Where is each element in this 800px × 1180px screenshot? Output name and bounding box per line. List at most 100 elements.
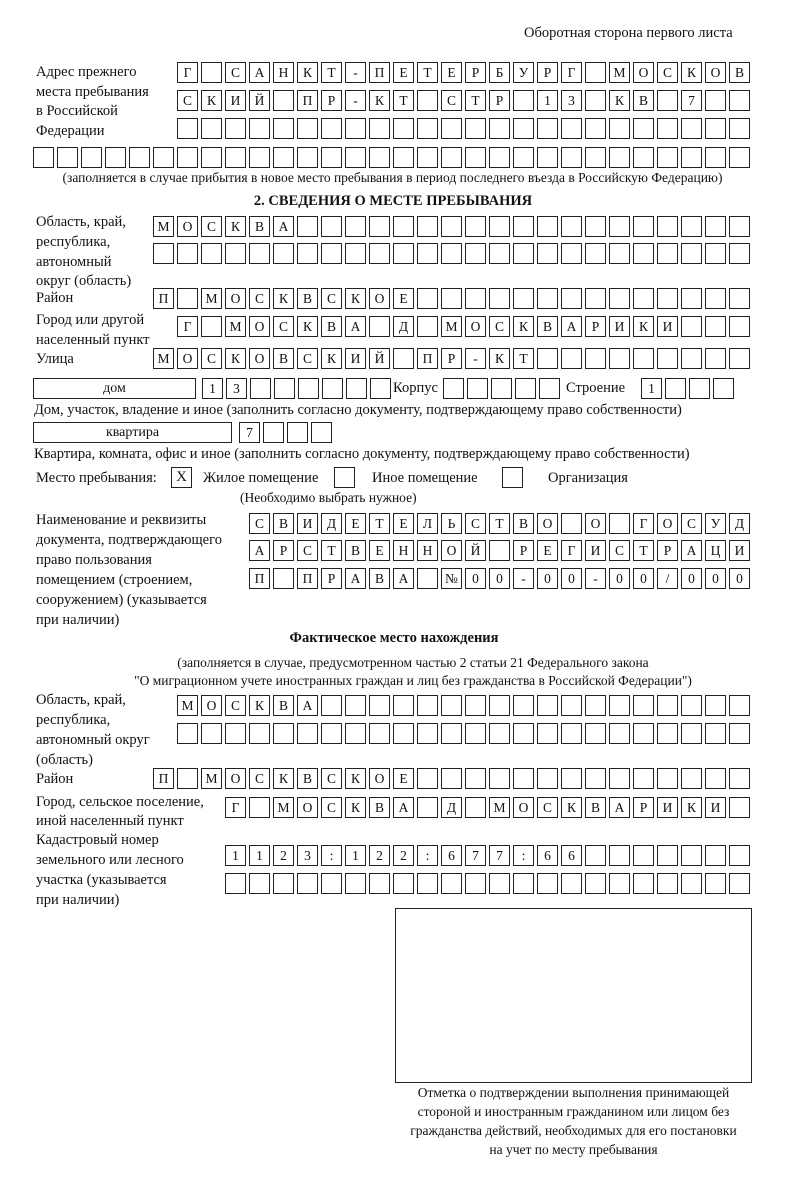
letter-cell[interactable]: М: [201, 288, 222, 309]
letter-cell[interactable]: К: [345, 288, 366, 309]
letter-cell[interactable]: [489, 873, 510, 894]
document-row-3[interactable]: П П Р А В А № 0 0-0 0-0 0/0 0 0: [249, 568, 750, 589]
letter-cell[interactable]: В: [369, 568, 390, 589]
letter-cell[interactable]: М: [201, 768, 222, 789]
letter-cell[interactable]: Т: [489, 513, 510, 534]
letter-cell[interactable]: Е: [393, 62, 414, 83]
letter-cell[interactable]: [729, 348, 750, 369]
letter-cell[interactable]: [515, 378, 536, 399]
letter-cell[interactable]: Г: [177, 62, 198, 83]
letter-cell[interactable]: Е: [393, 768, 414, 789]
letter-cell[interactable]: [129, 147, 150, 168]
letter-cell[interactable]: -: [345, 62, 366, 83]
letter-cell[interactable]: К: [321, 348, 342, 369]
letter-cell[interactable]: [633, 873, 654, 894]
letter-cell[interactable]: [633, 243, 654, 264]
letter-cell[interactable]: [633, 768, 654, 789]
letter-cell[interactable]: [369, 147, 390, 168]
letter-cell[interactable]: А: [393, 797, 414, 818]
letter-cell[interactable]: /: [657, 568, 678, 589]
letter-cell[interactable]: М: [489, 797, 510, 818]
letter-cell[interactable]: О: [633, 62, 654, 83]
letter-cell[interactable]: [153, 243, 174, 264]
letter-cell[interactable]: Р: [585, 316, 606, 337]
letter-cell[interactable]: [561, 288, 582, 309]
letter-cell[interactable]: [274, 378, 295, 399]
letter-cell[interactable]: [369, 695, 390, 716]
letter-cell[interactable]: Д: [393, 316, 414, 337]
letter-cell[interactable]: [345, 243, 366, 264]
letter-cell[interactable]: [561, 118, 582, 139]
letter-cell[interactable]: [81, 147, 102, 168]
letter-cell[interactable]: К: [297, 62, 318, 83]
letter-cell[interactable]: [537, 723, 558, 744]
letter-cell[interactable]: [417, 243, 438, 264]
letter-cell[interactable]: [633, 118, 654, 139]
letter-cell[interactable]: И: [297, 513, 318, 534]
letter-cell[interactable]: [609, 118, 630, 139]
letter-cell[interactable]: [33, 147, 54, 168]
letter-cell[interactable]: [441, 147, 462, 168]
letter-cell[interactable]: [657, 90, 678, 111]
letter-cell[interactable]: М: [177, 695, 198, 716]
letter-cell[interactable]: [657, 288, 678, 309]
letter-cell[interactable]: Е: [393, 513, 414, 534]
letter-cell[interactable]: [225, 873, 246, 894]
letter-cell[interactable]: Р: [273, 540, 294, 561]
letter-cell[interactable]: [225, 118, 246, 139]
letter-cell[interactable]: С: [249, 768, 270, 789]
letter-cell[interactable]: [249, 723, 270, 744]
letter-cell[interactable]: Т: [369, 513, 390, 534]
letter-cell[interactable]: [681, 873, 702, 894]
letter-cell[interactable]: Д: [321, 513, 342, 534]
letter-cell[interactable]: [705, 216, 726, 237]
letter-cell[interactable]: 1: [225, 845, 246, 866]
region-row-2[interactable]: [153, 243, 750, 264]
letter-cell[interactable]: [657, 873, 678, 894]
letter-cell[interactable]: [609, 243, 630, 264]
letter-cell[interactable]: [273, 723, 294, 744]
letter-cell[interactable]: [681, 147, 702, 168]
letter-cell[interactable]: [561, 147, 582, 168]
letter-cell[interactable]: [729, 90, 750, 111]
letter-cell[interactable]: [705, 288, 726, 309]
letter-cell[interactable]: [465, 288, 486, 309]
letter-cell[interactable]: [441, 118, 462, 139]
letter-cell[interactable]: [609, 845, 630, 866]
letter-cell[interactable]: У: [513, 62, 534, 83]
letter-cell[interactable]: [537, 118, 558, 139]
letter-cell[interactable]: К: [225, 216, 246, 237]
letter-cell[interactable]: 1: [641, 378, 662, 399]
letter-cell[interactable]: [657, 243, 678, 264]
letter-cell[interactable]: Г: [561, 540, 582, 561]
letter-cell[interactable]: 7: [239, 422, 260, 443]
letter-cell[interactable]: [561, 873, 582, 894]
letter-cell[interactable]: 7: [681, 90, 702, 111]
letter-cell[interactable]: [513, 288, 534, 309]
letter-cell[interactable]: С: [297, 540, 318, 561]
letter-cell[interactable]: [633, 348, 654, 369]
letter-cell[interactable]: [729, 316, 750, 337]
letter-cell[interactable]: [713, 378, 734, 399]
letter-cell[interactable]: 1: [345, 845, 366, 866]
letter-cell[interactable]: [729, 147, 750, 168]
letter-cell[interactable]: А: [345, 316, 366, 337]
letter-cell[interactable]: [441, 873, 462, 894]
letter-cell[interactable]: [513, 90, 534, 111]
letter-cell[interactable]: [657, 845, 678, 866]
letter-cell[interactable]: [273, 873, 294, 894]
letter-cell[interactable]: 3: [297, 845, 318, 866]
letter-cell[interactable]: А: [297, 695, 318, 716]
letter-cell[interactable]: [417, 768, 438, 789]
letter-cell[interactable]: [57, 147, 78, 168]
letter-cell[interactable]: А: [609, 797, 630, 818]
letter-cell[interactable]: [537, 768, 558, 789]
letter-cell[interactable]: О: [249, 316, 270, 337]
letter-cell[interactable]: [345, 873, 366, 894]
letter-cell[interactable]: Ц: [705, 540, 726, 561]
letter-cell[interactable]: 0: [729, 568, 750, 589]
letter-cell[interactable]: О: [585, 513, 606, 534]
letter-cell[interactable]: К: [489, 348, 510, 369]
